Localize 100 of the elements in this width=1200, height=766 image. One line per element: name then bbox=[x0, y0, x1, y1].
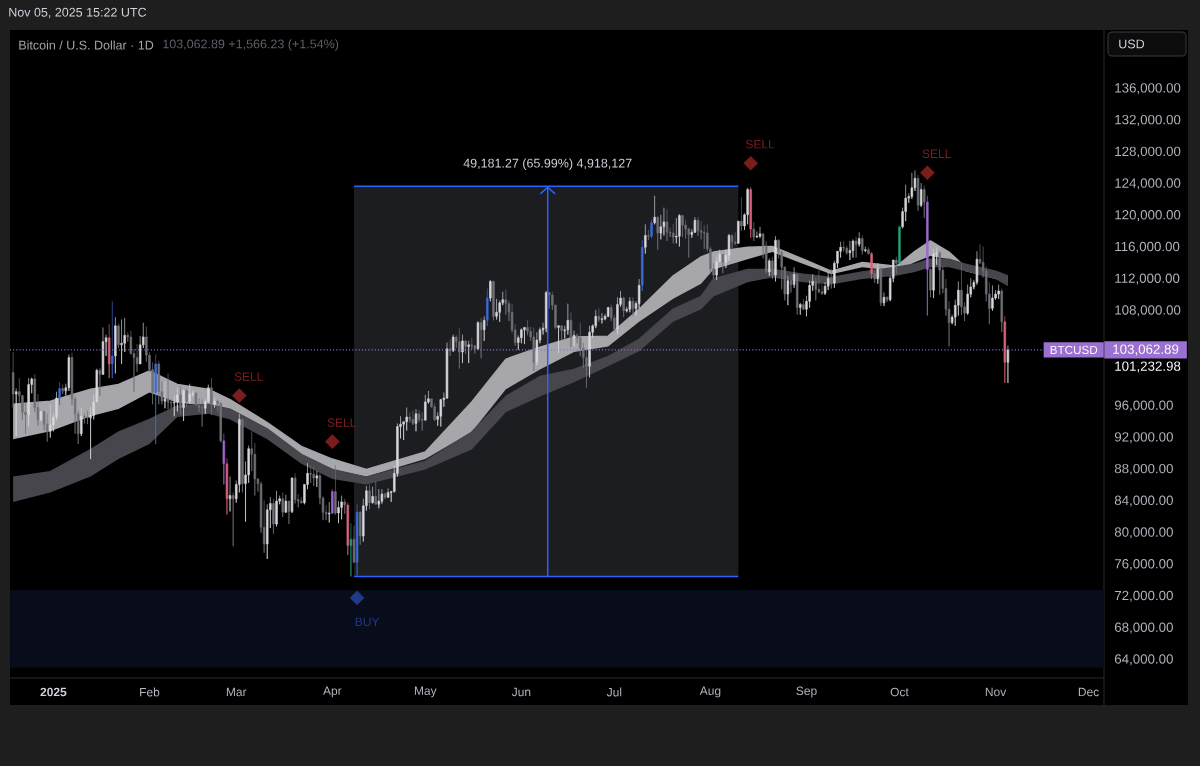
candlestick bbox=[755, 231, 759, 239]
y-axis-title: USD bbox=[1119, 39, 1145, 49]
candlestick bbox=[355, 503, 359, 577]
candlestick bbox=[14, 388, 18, 437]
candlestick bbox=[424, 394, 427, 421]
y-tick-label: 92,000.00 bbox=[1114, 432, 1173, 444]
candlestick bbox=[734, 231, 737, 246]
candlestick bbox=[337, 500, 340, 524]
candlestick bbox=[408, 411, 412, 423]
y-tick-label: 108,000.00 bbox=[1115, 305, 1181, 317]
candlestick bbox=[548, 291, 551, 309]
candlestick bbox=[225, 457, 229, 515]
candlestick bbox=[210, 377, 213, 415]
candlestick bbox=[489, 279, 492, 302]
candlestick bbox=[464, 339, 467, 354]
candlestick bbox=[352, 525, 356, 564]
candlestick bbox=[272, 498, 275, 534]
candlestick bbox=[882, 292, 886, 307]
text: 103,062.89 +1,566.23 (+1.54%) bbox=[163, 39, 339, 51]
candlestick bbox=[49, 404, 52, 438]
candlestick bbox=[532, 327, 535, 372]
candlestick bbox=[117, 323, 120, 349]
candlestick bbox=[58, 381, 61, 406]
y-tick-label: 136,000.00 bbox=[1115, 83, 1181, 95]
candlestick bbox=[486, 288, 489, 327]
candlestick bbox=[331, 488, 334, 515]
candlestick bbox=[346, 502, 350, 556]
candlestick bbox=[287, 500, 291, 525]
candlestick bbox=[284, 494, 288, 514]
x-tick-label: Feb bbox=[140, 687, 160, 697]
candlestick bbox=[275, 490, 278, 527]
point bbox=[232, 388, 247, 403]
candlestick bbox=[672, 223, 675, 244]
candlestick bbox=[696, 216, 700, 237]
annotation: BTCUSD bbox=[1050, 345, 1098, 355]
x-tick-label: Apr bbox=[323, 686, 342, 698]
x-tick-label: Mar bbox=[226, 687, 247, 697]
candlestick bbox=[885, 296, 889, 303]
annotation: BUY bbox=[355, 617, 380, 627]
annotation: SELL bbox=[327, 418, 356, 427]
candlestick bbox=[675, 217, 678, 244]
x-tick-label: Sep bbox=[796, 686, 817, 698]
annotation: SELL bbox=[922, 149, 951, 158]
candlestick bbox=[182, 388, 185, 422]
candlestick bbox=[383, 492, 387, 500]
candlestick bbox=[919, 182, 923, 208]
candlestick bbox=[975, 250, 979, 285]
candlestick bbox=[768, 258, 771, 277]
candlestick bbox=[213, 397, 216, 408]
candlestick bbox=[758, 226, 762, 239]
candlestick bbox=[231, 492, 235, 547]
y-tick-label: 84,000.00 bbox=[1114, 495, 1173, 507]
candlestick bbox=[368, 484, 371, 510]
y-tick-label: 88,000.00 bbox=[1114, 463, 1173, 475]
candlestick bbox=[451, 334, 455, 353]
candlestick bbox=[802, 298, 805, 311]
candlestick bbox=[861, 235, 864, 255]
candlestick bbox=[222, 433, 226, 485]
candlestick bbox=[845, 245, 848, 255]
candlestick bbox=[923, 185, 926, 219]
candlestick bbox=[938, 250, 941, 296]
candlestick bbox=[83, 413, 86, 424]
candlestick bbox=[851, 239, 855, 258]
candlestick bbox=[678, 213, 681, 247]
candlestick bbox=[693, 216, 697, 234]
y-tick-label: 116,000.00 bbox=[1115, 241, 1180, 253]
candlestick bbox=[867, 246, 870, 255]
candlestick bbox=[120, 319, 123, 365]
candlestick bbox=[730, 233, 734, 249]
candlestick bbox=[631, 296, 635, 316]
y-tick-label: 72,000.00 bbox=[1114, 590, 1173, 602]
candlestick bbox=[228, 476, 232, 512]
candlestick bbox=[411, 410, 415, 426]
candlestick bbox=[340, 495, 343, 520]
candlestick bbox=[870, 251, 873, 280]
candlestick bbox=[334, 465, 337, 515]
candlestick bbox=[842, 240, 845, 252]
candlestick bbox=[665, 208, 669, 242]
candlestick bbox=[789, 273, 793, 293]
candlestick bbox=[176, 387, 179, 412]
y-tick-label: 96,000.00 bbox=[1114, 400, 1173, 412]
candlestick bbox=[848, 240, 852, 261]
candlestick bbox=[281, 492, 284, 518]
candlestick bbox=[107, 323, 111, 379]
candlestick bbox=[622, 296, 625, 318]
candlestick bbox=[721, 254, 725, 274]
candlestick bbox=[290, 476, 294, 514]
candlestick bbox=[80, 407, 83, 437]
y-tick-label: 120,000.00 bbox=[1115, 210, 1181, 222]
candlestick bbox=[879, 266, 883, 307]
candlestick bbox=[628, 296, 632, 313]
candlestick bbox=[786, 275, 790, 306]
ref-line-label: 103,062.89 bbox=[1113, 344, 1179, 356]
candlestick bbox=[681, 214, 684, 238]
x-tick-label: Jun bbox=[511, 687, 531, 697]
text: Nov 05, 2025 15:22 UTC bbox=[9, 7, 147, 19]
candlestick bbox=[600, 312, 604, 324]
candlestick bbox=[179, 385, 182, 415]
candlestick bbox=[641, 239, 644, 292]
x-tick-label: Nov bbox=[985, 687, 1007, 697]
